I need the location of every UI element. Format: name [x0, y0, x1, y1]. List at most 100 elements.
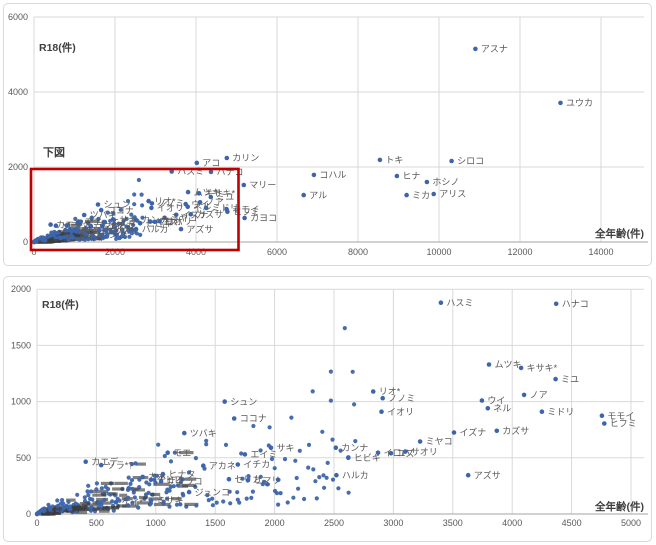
data-point-label: ハスミ	[446, 298, 473, 308]
data-point	[126, 503, 131, 508]
illegible-label-smear	[49, 238, 64, 243]
data-point	[431, 191, 437, 197]
y-axis-tick-label: 500	[16, 453, 31, 463]
data-point-label: ノノミ	[157, 199, 184, 209]
data-point	[110, 499, 115, 504]
data-point-label: サオリ	[411, 447, 438, 457]
data-point	[43, 238, 48, 243]
data-point	[132, 202, 137, 207]
data-point	[68, 507, 73, 512]
data-point	[228, 501, 233, 506]
data-point	[250, 489, 255, 494]
data-point	[133, 461, 138, 466]
data-point	[53, 223, 59, 228]
illegible-label-smear	[70, 223, 81, 227]
data-point	[121, 218, 126, 223]
data-point	[58, 501, 63, 506]
data-point	[185, 189, 191, 195]
data-point	[321, 473, 326, 478]
x-axis-tick-label: 2000	[105, 247, 125, 257]
data-point-label: ココナ	[107, 205, 134, 215]
data-point	[152, 477, 157, 482]
data-point	[140, 203, 145, 208]
data-point	[123, 497, 128, 502]
illegible-label-smear	[55, 234, 70, 238]
illegible-label-smear	[181, 483, 196, 487]
data-point	[276, 502, 281, 507]
data-point	[85, 489, 90, 494]
data-point-label: カリン	[232, 153, 259, 163]
illegible-label-smear	[112, 487, 125, 491]
data-point	[114, 236, 119, 241]
data-point	[311, 467, 316, 472]
data-point-label: キサキ*	[205, 188, 236, 198]
data-point	[486, 362, 492, 367]
data-point-label: モモイ	[607, 411, 634, 421]
data-point-label: ユズ	[160, 216, 178, 227]
data-point-label: ノノミ	[388, 393, 415, 403]
data-point	[126, 475, 131, 480]
data-point	[599, 413, 605, 418]
data-point	[108, 492, 113, 497]
data-point	[162, 453, 167, 459]
data-point	[539, 409, 545, 414]
data-point	[235, 497, 240, 502]
data-point	[95, 202, 101, 207]
data-point-label: セリカ	[105, 226, 132, 236]
data-point	[324, 475, 329, 480]
data-point	[75, 492, 80, 497]
data-point-label: ヒマリ	[111, 226, 138, 236]
data-point	[103, 228, 109, 234]
illegible-label-smear	[92, 507, 109, 511]
data-point	[352, 402, 357, 407]
data-point	[210, 503, 215, 508]
data-point	[602, 421, 607, 426]
data-point	[137, 221, 143, 226]
data-point	[404, 192, 409, 198]
data-point-label: ノア	[530, 390, 548, 400]
y-axis-title: R18(件)	[39, 41, 76, 54]
data-point-label: ミユ	[561, 374, 579, 384]
data-point	[117, 498, 122, 503]
data-point-label: イチカ	[243, 460, 270, 470]
x-axis-tick-label: 12000	[507, 247, 532, 257]
data-point-label: マリー	[249, 180, 276, 190]
data-point	[50, 232, 55, 237]
data-point	[108, 230, 114, 235]
data-point	[186, 470, 192, 475]
data-point-label: アカネ	[209, 461, 236, 471]
data-point	[94, 487, 99, 492]
data-point-label: ココナ	[240, 414, 267, 424]
data-point	[353, 439, 358, 444]
data-point	[197, 200, 203, 205]
data-point	[120, 227, 125, 233]
data-point	[224, 155, 230, 161]
data-point	[297, 448, 302, 453]
x-axis-tick-label: 2000	[265, 518, 285, 528]
data-point	[66, 237, 71, 242]
data-point	[82, 495, 87, 500]
data-point	[158, 479, 164, 484]
data-point	[558, 100, 563, 106]
x-axis-tick-label: 10000	[426, 247, 451, 257]
data-point-label: ハナコ	[217, 167, 244, 177]
data-point	[114, 228, 119, 233]
data-point	[320, 429, 325, 434]
data-point-label: サキ	[119, 215, 137, 225]
data-point-label: リオ*	[154, 196, 176, 206]
data-point-label: ヒナタ	[168, 469, 195, 479]
x-axis-title: 全年齢(件)	[594, 227, 644, 240]
data-point	[289, 415, 294, 420]
data-point	[81, 228, 86, 233]
data-point	[194, 160, 200, 166]
illegible-label-smear	[91, 489, 109, 493]
data-point-label: ネル	[193, 202, 211, 212]
data-point	[143, 492, 149, 497]
data-point-label: サオリ	[165, 216, 192, 226]
illegible-label-smear	[86, 230, 100, 235]
data-point-label: ジュンコ	[91, 230, 126, 240]
data-point	[188, 212, 193, 217]
y-axis-title: R18(件)	[42, 298, 79, 311]
data-point-label: ユウカ	[566, 98, 593, 108]
data-point	[136, 505, 141, 510]
